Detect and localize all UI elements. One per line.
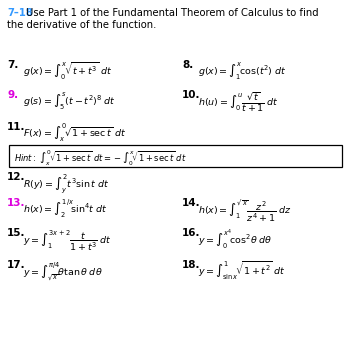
Text: 14.: 14. xyxy=(182,198,201,208)
Text: 11.: 11. xyxy=(7,122,26,132)
Text: $\mathit{Hint{:}}\; \int_x^0\!\sqrt{1+\sec t}\; dt = -\int_0^x\!\sqrt{1+\sec t}\: $\mathit{Hint{:}}\; \int_x^0\!\sqrt{1+\s… xyxy=(14,148,186,168)
Text: $y = \int_{\sqrt{x}}^{\pi/4} \!\theta\tan\theta\; d\theta$: $y = \int_{\sqrt{x}}^{\pi/4} \!\theta\ta… xyxy=(23,260,103,282)
Text: 13.: 13. xyxy=(7,198,26,208)
Text: $g(x) = \int_0^x \!\sqrt{t + t^3}\; dt$: $g(x) = \int_0^x \!\sqrt{t + t^3}\; dt$ xyxy=(23,60,112,82)
Text: Use Part 1 of the Fundamental Theorem of Calculus to find: Use Part 1 of the Fundamental Theorem of… xyxy=(26,8,319,18)
Text: $y = \int_{\sin x}^{1} \!\sqrt{1+t^2}\; dt$: $y = \int_{\sin x}^{1} \!\sqrt{1+t^2}\; … xyxy=(198,260,285,282)
Text: $h(u) = \int_0^u \dfrac{\sqrt{t}}{t+1}\; dt$: $h(u) = \int_0^u \dfrac{\sqrt{t}}{t+1}\;… xyxy=(198,90,279,113)
Text: $h(x) = \int_1^{\sqrt{x}} \dfrac{z^2}{z^4+1}\; dz$: $h(x) = \int_1^{\sqrt{x}} \dfrac{z^2}{z^… xyxy=(198,198,291,224)
Text: 10.: 10. xyxy=(182,90,200,100)
Text: $R(y) = \int_y^2 t^3 \sin t\; dt$: $R(y) = \int_y^2 t^3 \sin t\; dt$ xyxy=(23,172,109,195)
Text: 9.: 9. xyxy=(7,90,18,100)
Text: $g(x) = \int_1^x \!\cos(t^2)\; dt$: $g(x) = \int_1^x \!\cos(t^2)\; dt$ xyxy=(198,60,286,81)
Text: 7–18: 7–18 xyxy=(7,8,33,18)
Text: 12.: 12. xyxy=(7,172,26,182)
Text: 7.: 7. xyxy=(7,60,18,70)
Text: $F(x) = \int_x^0 \!\sqrt{1 + \sec t}\; dt$: $F(x) = \int_x^0 \!\sqrt{1 + \sec t}\; d… xyxy=(23,122,126,144)
FancyBboxPatch shape xyxy=(9,145,342,167)
Text: 18.: 18. xyxy=(182,260,200,270)
Text: $h(x) = \int_2^{1/x} \!\sin^4\!t\; dt$: $h(x) = \int_2^{1/x} \!\sin^4\!t\; dt$ xyxy=(23,198,107,220)
Text: 15.: 15. xyxy=(7,228,26,238)
Text: $g(s) = \int_5^s (t - t^2)^8\; dt$: $g(s) = \int_5^s (t - t^2)^8\; dt$ xyxy=(23,90,116,112)
Text: 8.: 8. xyxy=(182,60,193,70)
Text: 17.: 17. xyxy=(7,260,26,270)
Text: $y = \int_1^{3x+2} \dfrac{t}{1+t^3}\; dt$: $y = \int_1^{3x+2} \dfrac{t}{1+t^3}\; dt… xyxy=(23,228,112,253)
Text: 16.: 16. xyxy=(182,228,200,238)
Text: the derivative of the function.: the derivative of the function. xyxy=(7,20,156,30)
Text: $y = \int_0^{x^4} \!\cos^2\!\theta\; d\theta$: $y = \int_0^{x^4} \!\cos^2\!\theta\; d\t… xyxy=(198,228,272,252)
